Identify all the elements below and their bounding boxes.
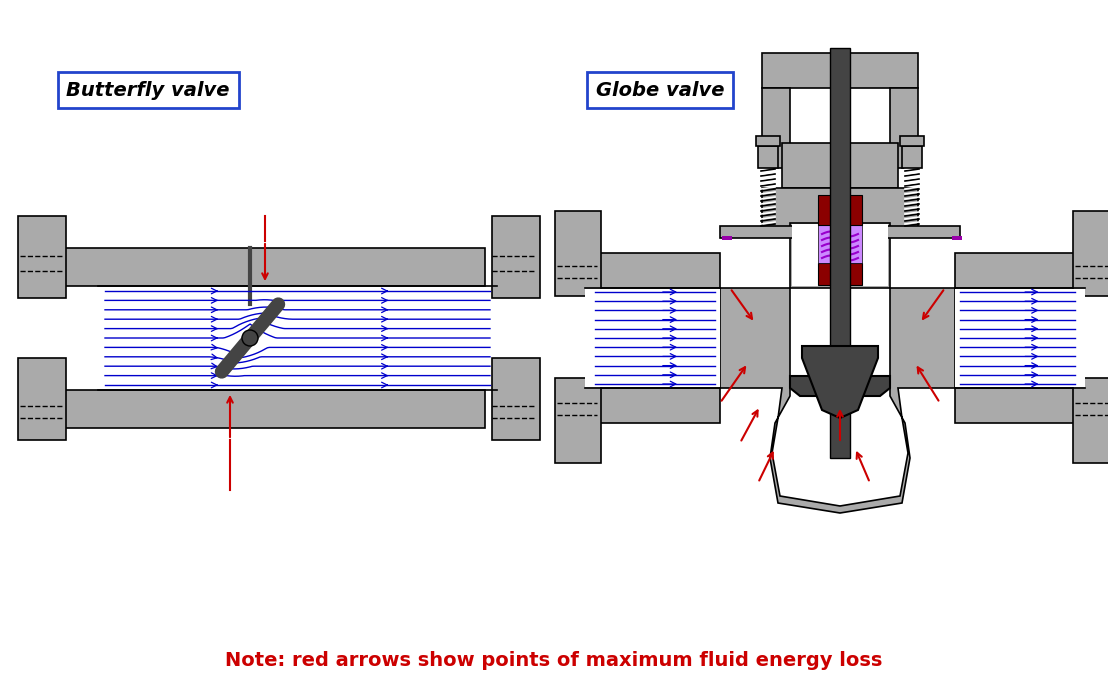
Bar xyxy=(818,225,862,263)
Bar xyxy=(555,211,601,296)
Bar xyxy=(585,288,720,388)
Bar xyxy=(585,253,720,288)
Bar xyxy=(18,358,66,440)
Text: Note: red arrows show points of maximum fluid energy loss: Note: red arrows show points of maximum … xyxy=(225,650,883,669)
Polygon shape xyxy=(790,376,890,396)
Bar xyxy=(55,248,485,286)
Bar xyxy=(818,263,862,285)
Bar xyxy=(758,146,778,168)
Bar xyxy=(555,378,601,463)
Bar xyxy=(900,136,924,146)
Bar xyxy=(55,390,485,428)
Bar xyxy=(756,136,780,146)
Bar xyxy=(762,188,919,228)
Bar xyxy=(955,288,1085,388)
Polygon shape xyxy=(720,288,955,513)
Bar xyxy=(782,143,897,188)
Circle shape xyxy=(242,330,258,346)
Bar xyxy=(585,388,720,423)
Bar xyxy=(818,195,862,225)
Bar xyxy=(762,88,790,168)
Bar xyxy=(722,236,732,240)
Bar xyxy=(955,253,1085,288)
Bar xyxy=(1073,211,1108,296)
Bar xyxy=(492,358,540,440)
Bar xyxy=(98,286,452,390)
Bar xyxy=(955,388,1085,423)
Bar xyxy=(952,236,962,240)
Polygon shape xyxy=(784,395,895,500)
Bar xyxy=(1073,378,1108,463)
Bar xyxy=(18,216,66,298)
Bar xyxy=(792,224,888,286)
Bar xyxy=(902,146,922,168)
Bar xyxy=(762,53,919,88)
Text: Butterfly valve: Butterfly valve xyxy=(66,80,229,100)
Bar xyxy=(790,223,890,288)
Bar xyxy=(492,216,540,298)
Bar xyxy=(955,289,1085,387)
Polygon shape xyxy=(802,346,878,418)
Bar xyxy=(720,226,960,238)
Bar xyxy=(830,48,850,458)
Text: Globe valve: Globe valve xyxy=(596,80,725,100)
Bar xyxy=(585,289,720,387)
Bar xyxy=(890,88,919,168)
